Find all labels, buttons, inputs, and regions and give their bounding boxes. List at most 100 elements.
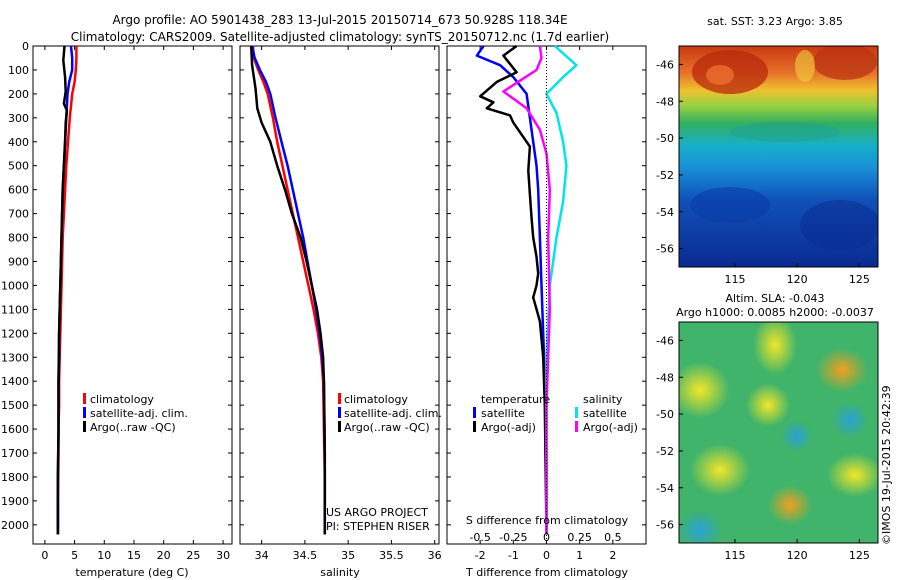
map-y-tick-label: -46 — [656, 58, 674, 71]
legend-swatch-climatology — [338, 393, 341, 404]
y-tick-label: 1500 — [1, 399, 29, 412]
legend-label-argo: Argo(..raw -QC) — [344, 421, 430, 434]
legend-title-temperature: temperature — [481, 393, 550, 406]
y-tick-label: 1600 — [1, 423, 29, 436]
sla-high-patch — [690, 444, 750, 496]
sst-warm-patch — [813, 46, 877, 80]
figure-title-line1: Argo profile: AO 5901438_283 13-Jul-2015… — [112, 13, 567, 27]
salinity-plot: 34 34.5 35 35.5 36 — [240, 45, 442, 562]
x-tick-label: 35.5 — [379, 549, 404, 562]
series-line-argo-adj- — [478, 44, 548, 535]
sla-high-patch — [816, 348, 868, 392]
y-tick-label: 1900 — [1, 495, 29, 508]
pi-annotation: PI: STEPHEN RISER — [326, 520, 430, 533]
x-tick-label: 36 — [428, 549, 442, 562]
map-y-tick-label: -54 — [656, 482, 674, 495]
temperature-legend: climatology satellite-adj. clim. Argo(..… — [83, 393, 188, 434]
x-tick-label: 5 — [71, 549, 78, 562]
sst-warm-eddy — [706, 65, 734, 85]
y-tick-label: 600 — [8, 184, 29, 197]
sla-high-patch — [827, 453, 878, 497]
sla-low-patch — [679, 510, 722, 543]
y-tick-label: 1800 — [1, 471, 29, 484]
sst-map-axes: 115 120 125 -46 -48 -50 -52 -54 -56 — [656, 58, 870, 286]
sla-high-patch — [768, 485, 812, 525]
series-line-argo-raw-qc- — [249, 45, 327, 535]
temperature-panel-frame — [32, 45, 233, 545]
map-y-tick-label: -52 — [656, 445, 674, 458]
figure-title-line2: Climatology: CARS2009. Satellite-adjuste… — [71, 30, 609, 44]
legend-swatch-climatology — [83, 393, 86, 404]
sla-low-patch — [781, 420, 813, 452]
y-tick-label: 1700 — [1, 447, 29, 460]
y-tick-label: 1300 — [1, 351, 29, 364]
y-tick-label: 200 — [8, 88, 29, 101]
salinity-panel-frame — [239, 45, 440, 545]
s-difference-axis-label: S difference from climatology — [466, 514, 629, 527]
legend-label-climatology: climatology — [90, 393, 154, 406]
x-tick-label: 2 — [609, 549, 616, 562]
x-tick-label: -1 — [508, 549, 519, 562]
y-tick-label: 800 — [8, 232, 29, 245]
x-tick-label: -2 — [475, 549, 486, 562]
salinity-legend: climatology satellite-adj. clim. Argo(..… — [338, 393, 442, 434]
map-x-tick-label: 120 — [787, 549, 808, 562]
legend-label-s-argo: Argo(-adj) — [583, 421, 638, 434]
sst-map-title: sat. SST: 3.23 Argo: 3.85 — [707, 15, 843, 28]
s-tick-label: 0 — [543, 531, 550, 544]
y-tick-label: 1200 — [1, 327, 29, 340]
difference-plot: -2 -1 0 1 2 -0.5 -0.25 0 0.25 0.5 — [447, 44, 646, 562]
sla-high-patch — [679, 362, 730, 418]
sst-cold-patch — [800, 200, 878, 250]
y-tick-label: 100 — [8, 64, 29, 77]
legend-swatch-t-satellite — [473, 407, 476, 418]
t-difference-axis-label: T difference from climatology — [465, 566, 628, 579]
x-tick-label: 30 — [216, 549, 230, 562]
legend-swatch-satellite-adj — [83, 407, 86, 418]
legend-label-satellite-adj: satellite-adj. clim. — [90, 407, 188, 420]
sst-map-image — [679, 46, 878, 267]
s-tick-label: -0.5 — [469, 531, 490, 544]
map-y-tick-label: -46 — [656, 334, 674, 347]
legend-swatch-t-argo — [473, 421, 476, 432]
x-tick-label: 0 — [41, 549, 48, 562]
sla-map-frame — [678, 321, 879, 544]
map-y-tick-label: -48 — [656, 371, 674, 384]
y-tick-label: 900 — [8, 255, 29, 268]
y-tick-label: 1000 — [1, 279, 29, 292]
sst-yellow-tongue — [795, 50, 815, 82]
temperature-plot: 0 5 10 15 20 25 300100200300400500600700800900… — [1, 40, 232, 562]
map-x-tick-label: 115 — [724, 273, 745, 286]
legend-swatch-argo — [338, 421, 341, 432]
x-tick-label: 35 — [341, 549, 355, 562]
s-tick-label: 0.25 — [567, 531, 592, 544]
temperature-axis-label: temperature (deg C) — [75, 566, 188, 579]
y-tick-label: 1400 — [1, 375, 29, 388]
sla-map-title-line2: Argo h1000: 0.0085 h2000: -0.0037 — [676, 306, 874, 319]
salinity-axis-label: salinity — [320, 566, 360, 579]
map-y-tick-label: -54 — [656, 206, 674, 219]
y-tick-label: 400 — [8, 136, 29, 149]
legend-label-satellite-adj: satellite-adj. clim. — [344, 407, 442, 420]
y-tick-label: 300 — [8, 112, 29, 125]
sst-map-frame — [678, 45, 879, 268]
s-tick-label: -0.25 — [499, 531, 527, 544]
map-x-tick-label: 125 — [849, 273, 870, 286]
sla-map-title-line1: Altim. SLA: -0.043 — [725, 292, 824, 305]
map-y-tick-label: -48 — [656, 95, 674, 108]
difference-legend: temperature salinity satellite Argo(-adj… — [473, 393, 638, 434]
s-tick-label: 0.5 — [604, 531, 622, 544]
map-y-tick-label: -56 — [656, 519, 674, 532]
legend-label-climatology: climatology — [344, 393, 408, 406]
x-tick-label: 10 — [97, 549, 111, 562]
map-y-tick-label: -50 — [656, 408, 674, 421]
series-line-argo-raw-qc- — [56, 45, 69, 535]
x-tick-label: 1 — [576, 549, 583, 562]
y-tick-label: 2000 — [1, 519, 29, 532]
map-x-tick-label: 125 — [849, 549, 870, 562]
legend-label-t-argo: Argo(-adj) — [481, 421, 536, 434]
map-x-tick-label: 115 — [724, 549, 745, 562]
y-tick-label: 500 — [8, 160, 29, 173]
legend-label-argo: Argo(..raw -QC) — [90, 421, 176, 434]
